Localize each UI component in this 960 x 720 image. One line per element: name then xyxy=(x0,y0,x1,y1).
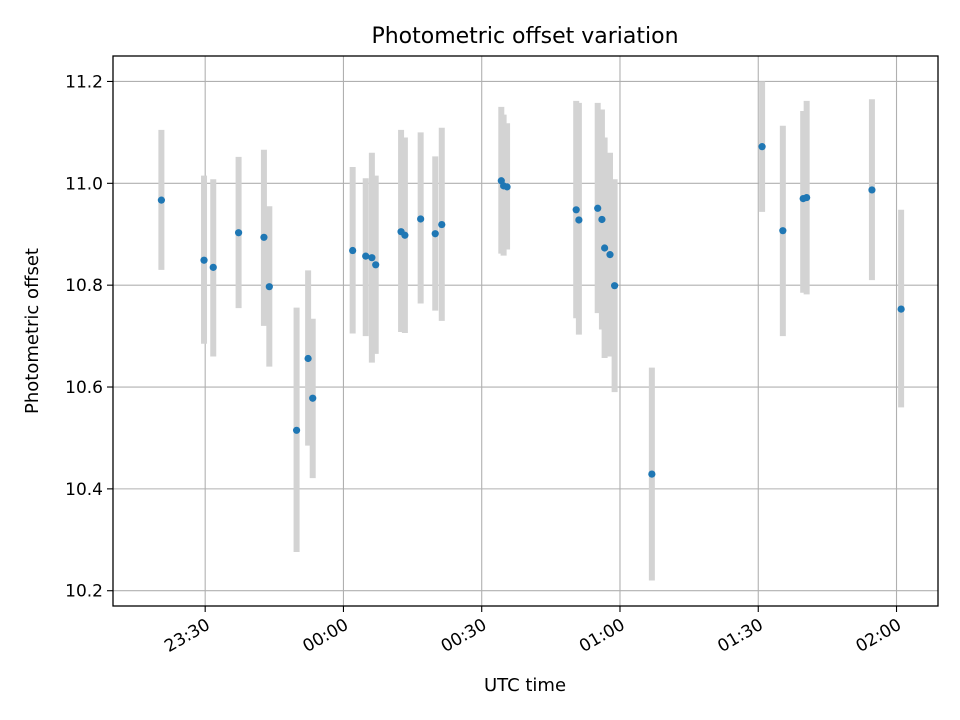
y-axis-ticks: 10.2 10.4 10.6 10.8 11.0 11.2 xyxy=(65,72,113,602)
x-axis-label: UTC time xyxy=(484,675,566,696)
data-point xyxy=(438,220,446,229)
data-point xyxy=(598,215,606,224)
data-point xyxy=(575,216,583,224)
y-tick-label: 10.4 xyxy=(65,480,103,500)
y-tick-label: 10.8 xyxy=(65,276,103,296)
data-point xyxy=(868,186,876,194)
data-point xyxy=(779,227,787,235)
plot-frame xyxy=(112,55,939,607)
data-point xyxy=(758,143,766,151)
data-point xyxy=(260,233,268,241)
data-point xyxy=(648,470,656,478)
y-tick-label: 10.2 xyxy=(65,582,103,602)
data-point xyxy=(594,204,602,212)
data-point xyxy=(572,206,580,214)
data-point xyxy=(157,196,165,204)
data-point xyxy=(503,183,511,191)
data-point xyxy=(234,229,243,237)
data-point xyxy=(265,283,273,291)
data-point xyxy=(372,261,380,269)
data-point xyxy=(417,215,425,223)
data-points xyxy=(157,143,905,478)
data-point xyxy=(601,244,609,252)
data-point xyxy=(611,282,619,290)
data-point xyxy=(309,394,317,402)
data-point xyxy=(362,252,370,260)
data-point xyxy=(209,263,217,271)
data-point xyxy=(349,246,357,255)
data-point xyxy=(304,354,312,363)
data-point xyxy=(368,254,376,262)
data-point xyxy=(803,193,811,202)
y-tick-label: 10.6 xyxy=(65,378,103,398)
y-tick-label: 11.0 xyxy=(65,174,103,194)
data-point xyxy=(606,251,614,259)
chart-title: Photometric offset variation xyxy=(371,24,678,49)
y-axis-label: Photometric offset xyxy=(22,248,43,414)
data-point xyxy=(897,305,905,313)
data-point xyxy=(200,256,208,264)
data-point xyxy=(431,230,439,238)
data-point xyxy=(401,231,409,239)
y-tick-label: 11.2 xyxy=(65,72,103,92)
data-point xyxy=(292,426,301,434)
